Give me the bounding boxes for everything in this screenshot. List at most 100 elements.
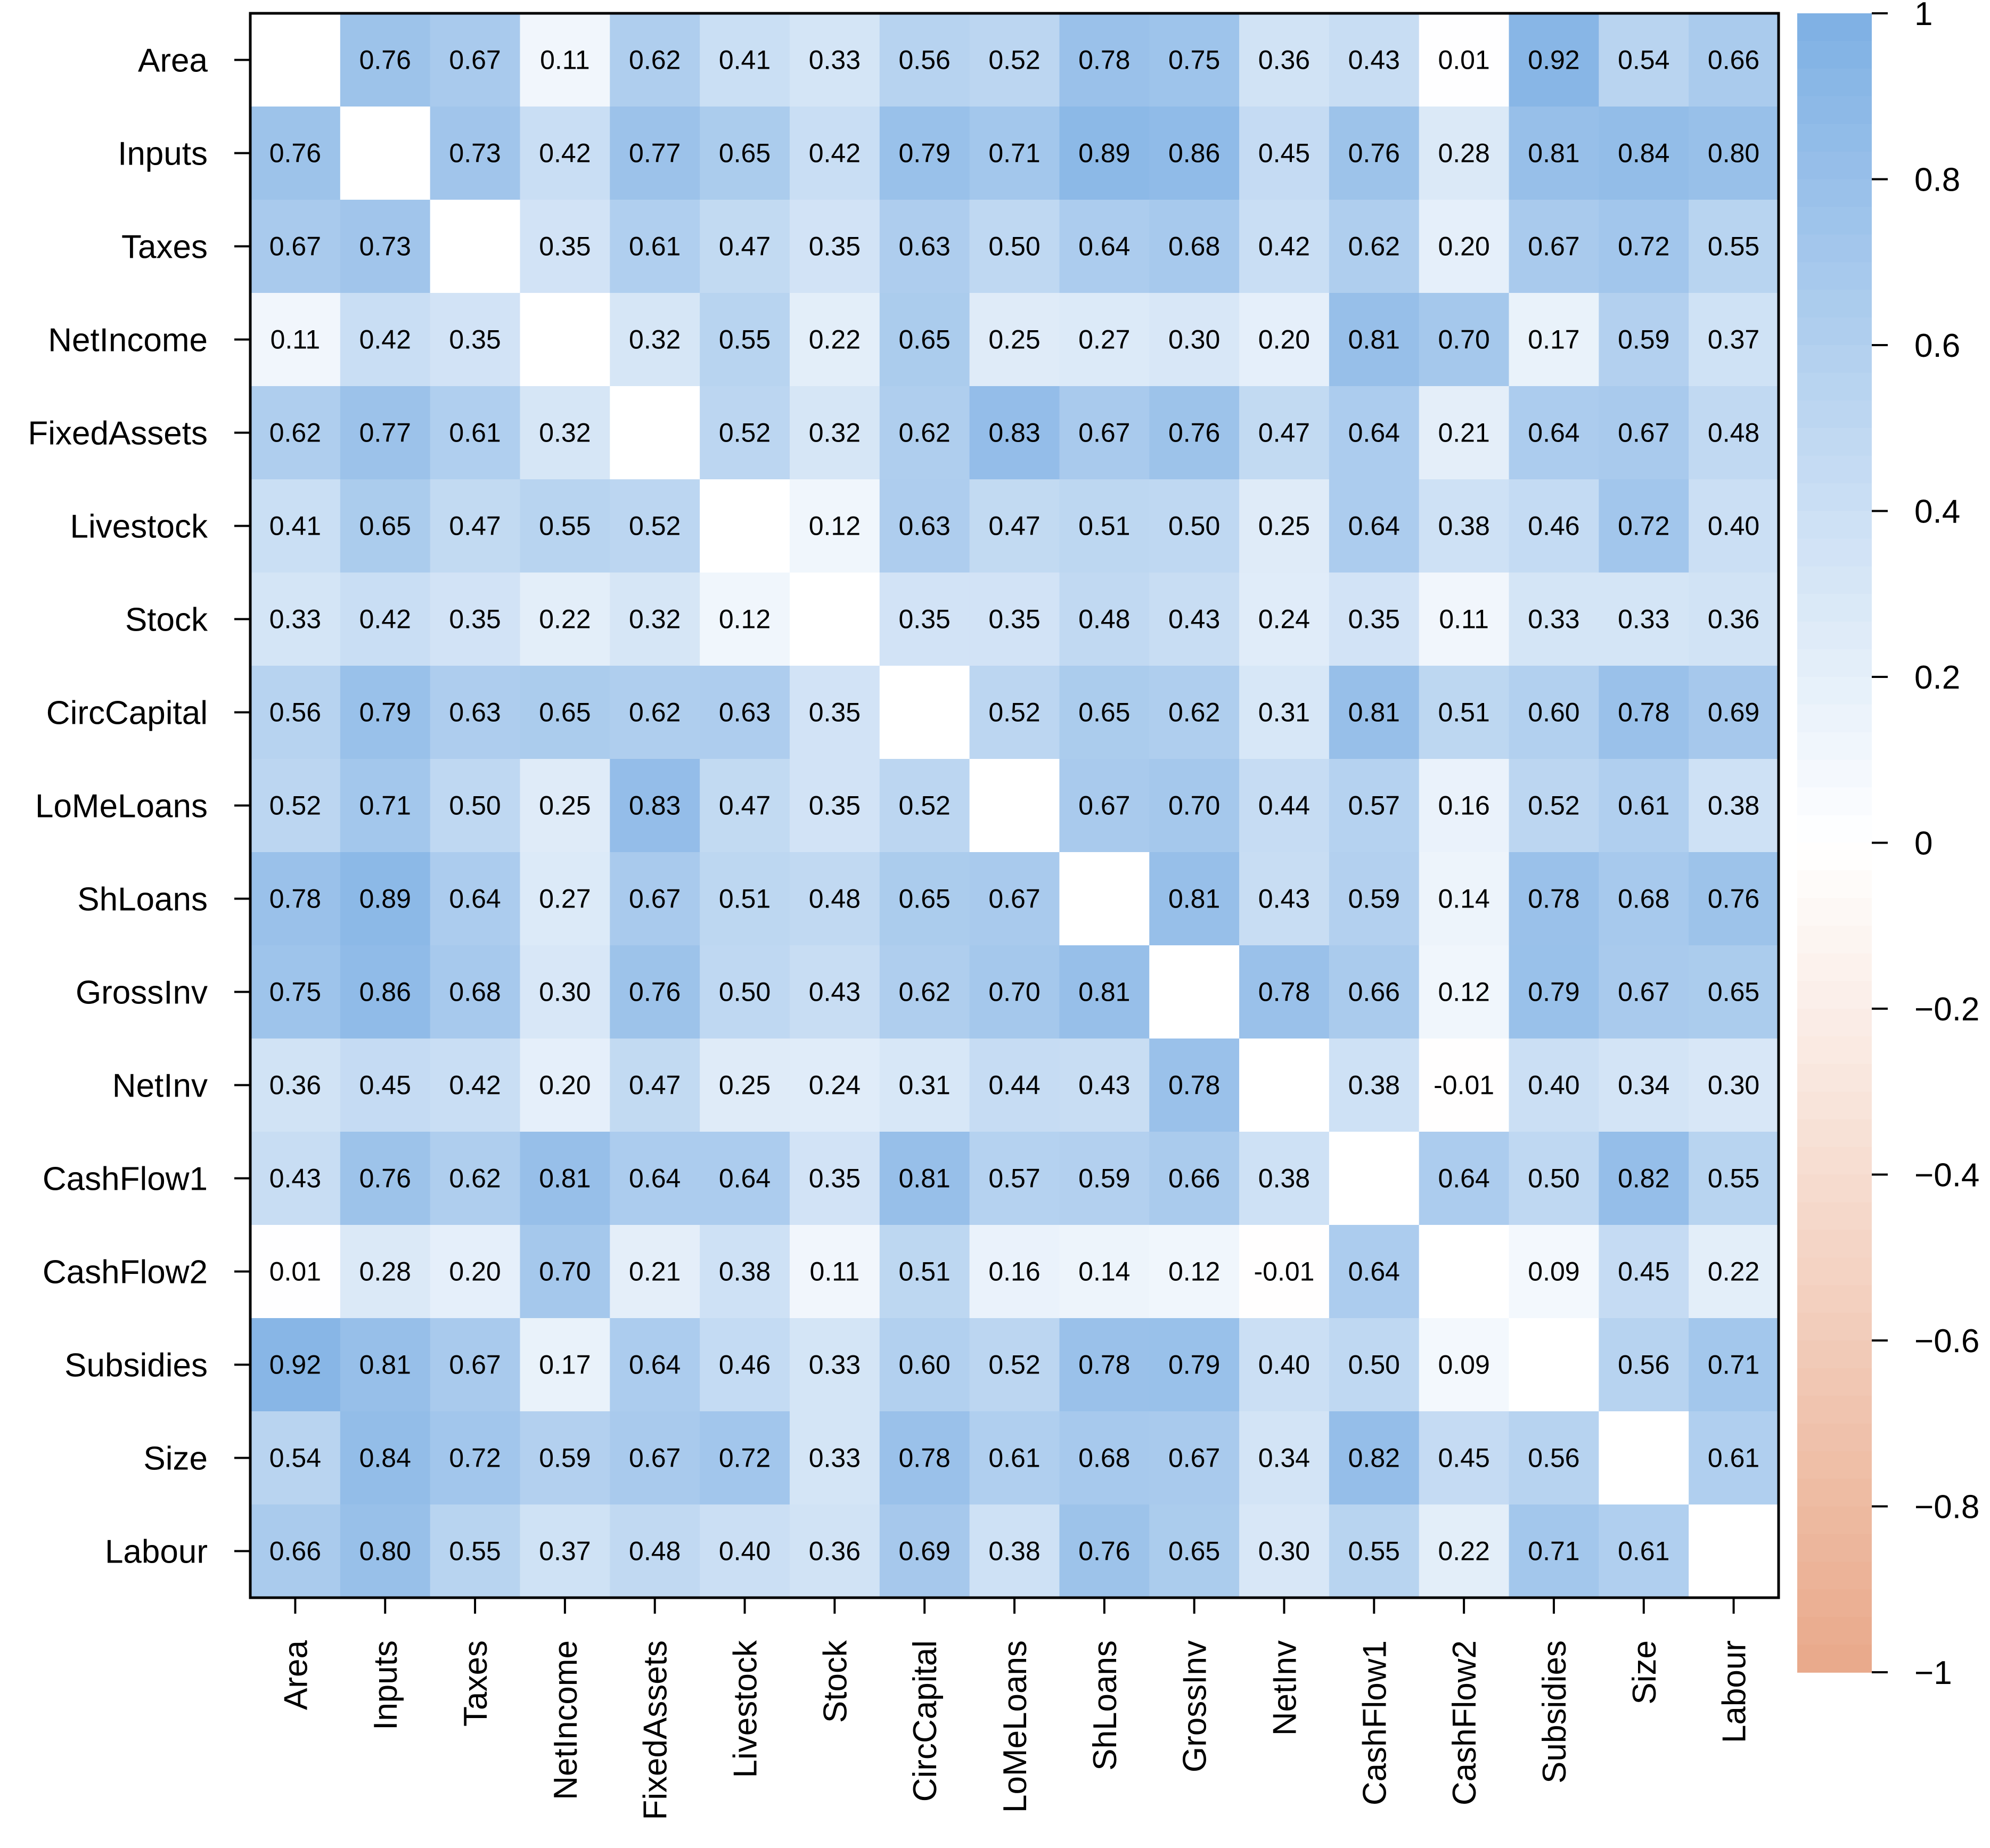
heatmap-cell <box>879 107 970 200</box>
heatmap-cell <box>879 666 970 759</box>
heatmap-cell <box>1239 1318 1330 1412</box>
colorbar-segment <box>1797 1119 1872 1148</box>
column-label: Labour <box>1716 1640 1753 1743</box>
cell-value-label: 0.60 <box>1528 698 1579 727</box>
colorbar-segment <box>1797 981 1872 1009</box>
heatmap-cell <box>430 293 521 387</box>
heatmap-cell <box>1149 573 1240 666</box>
cell-value-label: 0.78 <box>269 884 321 914</box>
heatmap-cell <box>969 1504 1060 1598</box>
heatmap-cell <box>1599 386 1689 480</box>
cell-value-label: 0.63 <box>899 511 951 541</box>
cell-value-label: 0.68 <box>1618 884 1669 914</box>
cell-value-label: 0.28 <box>1438 138 1489 168</box>
cell-value-label: 0.25 <box>719 1070 771 1100</box>
column-label: Stock <box>817 1640 854 1723</box>
heatmap-cell <box>1509 1225 1599 1319</box>
cell-value-label: 0.44 <box>1258 791 1310 821</box>
heatmap-cell <box>700 573 790 666</box>
cell-value-label: 0.21 <box>629 1257 681 1287</box>
cell-value-label: 0.24 <box>1258 604 1310 634</box>
heatmap-cell <box>700 13 790 107</box>
cell-value-label: 0.66 <box>269 1536 321 1566</box>
heatmap-cell <box>520 1504 610 1598</box>
cell-value-label: 0.37 <box>1708 325 1759 355</box>
heatmap-cell <box>1059 1504 1150 1598</box>
heatmap-cell <box>700 852 790 946</box>
heatmap-cell <box>520 1318 610 1412</box>
cell-value-label: 0.33 <box>809 45 861 75</box>
cell-value-label: 0.61 <box>1618 1536 1669 1566</box>
cell-value-label: 0.52 <box>988 698 1040 727</box>
cell-value-label: 0.40 <box>1708 511 1759 541</box>
cell-value-label: 0.42 <box>449 1070 501 1100</box>
cell-value-label: 0.25 <box>988 325 1040 355</box>
heatmap-cell <box>789 573 880 666</box>
colorbar-tick-label: −0.8 <box>1914 1489 1979 1526</box>
heatmap-cell <box>1239 293 1330 387</box>
cell-value-label: 0.81 <box>1348 325 1400 355</box>
cell-value-label: 0.44 <box>988 1070 1040 1100</box>
cell-value-label: 0.14 <box>1438 884 1489 914</box>
cell-value-label: 0.61 <box>1618 791 1669 821</box>
cell-value-label: 0.09 <box>1528 1257 1579 1287</box>
cell-value-label: 0.12 <box>809 511 861 541</box>
heatmap-cell <box>520 666 610 759</box>
cell-value-label: 0.24 <box>809 1070 861 1100</box>
heatmap-cell <box>1239 1504 1330 1598</box>
cell-value-label: 0.43 <box>809 977 861 1007</box>
heatmap-cell <box>1419 1318 1510 1412</box>
cell-value-label: 0.62 <box>269 418 321 448</box>
cell-value-label: 0.76 <box>269 138 321 168</box>
heatmap-cell <box>610 1132 700 1225</box>
colorbar-tick-label: 0.8 <box>1914 162 1960 199</box>
cell-value-label: 0.22 <box>539 604 591 634</box>
row-label: Stock <box>125 602 208 639</box>
cell-value-label: 0.35 <box>899 604 951 634</box>
heatmap-cell <box>879 1039 970 1132</box>
cell-value-label: 0.76 <box>359 1164 411 1193</box>
cell-value-label: 0.33 <box>1618 604 1669 634</box>
column-label: Taxes <box>457 1640 494 1727</box>
cell-value-label: 0.86 <box>1168 138 1220 168</box>
cell-value-label: 0.81 <box>1528 138 1579 168</box>
cell-value-label: 0.20 <box>1258 325 1310 355</box>
cell-value-label: 0.65 <box>539 698 591 727</box>
cell-value-label: 0.64 <box>1348 1257 1400 1287</box>
heatmap-cell <box>789 666 880 759</box>
colorbar-segment <box>1797 96 1872 125</box>
cell-value-label: 0.52 <box>899 791 951 821</box>
cell-value-label: 0.67 <box>449 45 501 75</box>
heatmap-cell <box>520 1411 610 1505</box>
cell-value-label: 0.33 <box>809 1350 861 1380</box>
cell-value-label: 0.64 <box>629 1164 681 1193</box>
heatmap-cell <box>1509 573 1599 666</box>
heatmap-cell <box>430 666 521 759</box>
column-label: CashFlow1 <box>1356 1640 1393 1805</box>
heatmap-cell <box>340 666 431 759</box>
heatmap-cell <box>1509 1411 1599 1505</box>
heatmap-cell <box>1059 1039 1150 1132</box>
colorbar-segment <box>1797 372 1872 401</box>
cell-value-label: 0.66 <box>1708 45 1759 75</box>
heatmap-cell <box>700 1132 790 1225</box>
heatmap-cell <box>610 479 700 573</box>
cell-value-label: 0.67 <box>1078 791 1130 821</box>
cell-value-label: 0.52 <box>629 511 681 541</box>
colorbar-segment <box>1797 1064 1872 1092</box>
row-label: ShLoans <box>77 881 208 918</box>
cell-value-label: 0.62 <box>899 977 951 1007</box>
colorbar-segment <box>1797 843 1872 871</box>
heatmap-cell <box>1689 1411 1779 1505</box>
heatmap-cell <box>789 1132 880 1225</box>
cell-value-label: 0.48 <box>809 884 861 914</box>
cell-value-label: 0.80 <box>1708 138 1759 168</box>
heatmap-cell <box>1239 479 1330 573</box>
heatmap-cell <box>969 1132 1060 1225</box>
heatmap-cell <box>1149 759 1240 853</box>
heatmap-cell <box>1059 107 1150 200</box>
heatmap-cell <box>340 1318 431 1412</box>
row-label: FixedAssets <box>28 415 208 452</box>
heatmap-cell <box>1149 13 1240 107</box>
heatmap-cell <box>969 293 1060 387</box>
